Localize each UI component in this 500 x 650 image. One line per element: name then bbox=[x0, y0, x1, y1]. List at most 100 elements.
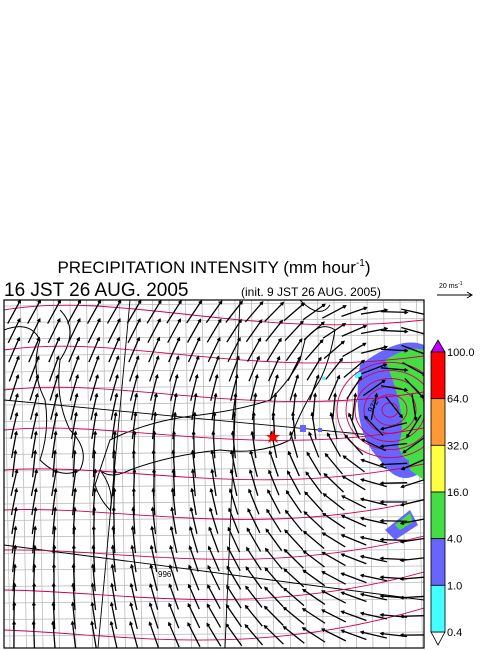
wind-arrow bbox=[72, 449, 77, 478]
title: PRECIPITATION INTENSITY (mm hour-1) bbox=[57, 258, 370, 277]
wind-arrow bbox=[91, 411, 98, 440]
wind-arrow bbox=[30, 411, 39, 440]
wind-arrow bbox=[52, 525, 57, 554]
wind-arrow bbox=[359, 516, 388, 525]
wind-arrow bbox=[250, 373, 259, 401]
wind-arrow bbox=[340, 610, 367, 622]
wind-arrow bbox=[287, 450, 300, 477]
grid-line bbox=[4, 318, 424, 323]
wind-arrow bbox=[402, 437, 424, 454]
grid-line bbox=[366, 300, 374, 648]
wind-arrow bbox=[379, 500, 408, 505]
frame-line bbox=[4, 544, 424, 601]
wind-arrow bbox=[308, 431, 320, 458]
wind-arrow bbox=[191, 392, 198, 421]
wind-arrow bbox=[191, 430, 196, 459]
wind-arrow bbox=[332, 392, 338, 421]
wind-arrow bbox=[303, 511, 325, 531]
wind-arrow bbox=[168, 564, 179, 591]
wind-arrow bbox=[312, 392, 318, 421]
wind-arrow bbox=[401, 326, 424, 336]
colorbar-label: 64.0 bbox=[447, 394, 468, 406]
wind-arrow bbox=[250, 430, 257, 459]
wind-arrow bbox=[149, 544, 158, 573]
wind-arrow bbox=[284, 529, 304, 551]
wind-arrow bbox=[49, 374, 60, 401]
title-exponent: -1 bbox=[356, 258, 365, 269]
wind-arrow bbox=[210, 373, 219, 401]
wind-arrow bbox=[31, 620, 36, 648]
wind-arrow bbox=[168, 583, 180, 610]
wind-arrow bbox=[265, 319, 284, 342]
wind-arrow bbox=[108, 336, 121, 363]
wind-arrow bbox=[150, 506, 157, 535]
wind-arrow bbox=[404, 378, 424, 399]
wind-arrow bbox=[169, 544, 179, 572]
wind-arrow bbox=[51, 620, 56, 648]
wind-arrow bbox=[169, 525, 178, 554]
wind-arrow bbox=[32, 544, 37, 573]
wind-arrow bbox=[359, 535, 388, 544]
isobar bbox=[4, 345, 424, 364]
wind-arrow bbox=[380, 348, 409, 353]
wind-arrow bbox=[91, 468, 98, 497]
wind-arrow bbox=[208, 526, 220, 553]
wind-arrow bbox=[310, 411, 317, 440]
wind-arrow bbox=[50, 411, 59, 440]
wind-arrow bbox=[411, 393, 418, 422]
wind-arrow bbox=[171, 468, 176, 497]
wind-arrow bbox=[291, 411, 296, 440]
wind-arrow bbox=[284, 509, 303, 532]
wind-arrow bbox=[380, 367, 409, 372]
wind-arrow bbox=[172, 411, 177, 440]
wind-arrow bbox=[31, 487, 38, 516]
wind-arrow bbox=[264, 586, 284, 608]
wind-arrow bbox=[249, 449, 258, 477]
wind-arrow bbox=[146, 300, 162, 324]
grid-line bbox=[234, 300, 242, 648]
wind-arrow bbox=[169, 355, 180, 382]
wind-arrow bbox=[188, 355, 200, 382]
wind-arrow bbox=[247, 337, 262, 362]
wind-arrow bbox=[187, 622, 201, 648]
wind-arrow bbox=[229, 468, 238, 497]
wind-arrow bbox=[51, 430, 58, 459]
wind-arrow bbox=[7, 317, 21, 344]
wind-arrow bbox=[51, 582, 56, 611]
wind-arrow bbox=[379, 481, 408, 486]
wind-arrow bbox=[225, 623, 243, 647]
wind-arrow bbox=[48, 355, 60, 382]
wind-arrow bbox=[151, 487, 156, 516]
wind-arrow bbox=[302, 569, 326, 587]
colorbar-label: 0.4 bbox=[447, 627, 462, 639]
wind-arrow bbox=[380, 310, 409, 315]
wind-arrow bbox=[245, 566, 263, 590]
wind-arrow bbox=[232, 411, 237, 440]
isobar bbox=[4, 571, 424, 601]
wind-arrow bbox=[251, 411, 256, 440]
wind-arrow bbox=[109, 373, 119, 401]
wind-arrow bbox=[348, 412, 360, 439]
wind-arrow bbox=[303, 321, 325, 341]
wind-arrow bbox=[170, 373, 179, 401]
wind-arrow bbox=[149, 583, 159, 610]
wind-arrow bbox=[321, 551, 346, 567]
wind-arrow bbox=[361, 363, 388, 375]
wind-arrow bbox=[406, 414, 422, 439]
wind-arrow bbox=[168, 336, 181, 363]
coastline bbox=[94, 468, 112, 511]
wind-arrow bbox=[130, 392, 139, 421]
wind-arrow bbox=[323, 472, 344, 493]
wind-arrow bbox=[28, 355, 40, 382]
wind-arrow bbox=[385, 396, 404, 419]
wind-arrow bbox=[10, 487, 19, 516]
wind-arrow bbox=[246, 546, 262, 571]
wind-arrow bbox=[287, 356, 301, 382]
wind-arrow bbox=[285, 338, 303, 362]
wind-arrow bbox=[12, 582, 17, 611]
wind-arrow bbox=[225, 300, 243, 323]
wind-arrow bbox=[190, 373, 199, 401]
wind-arrow bbox=[400, 308, 424, 316]
wind-arrow bbox=[282, 606, 305, 625]
